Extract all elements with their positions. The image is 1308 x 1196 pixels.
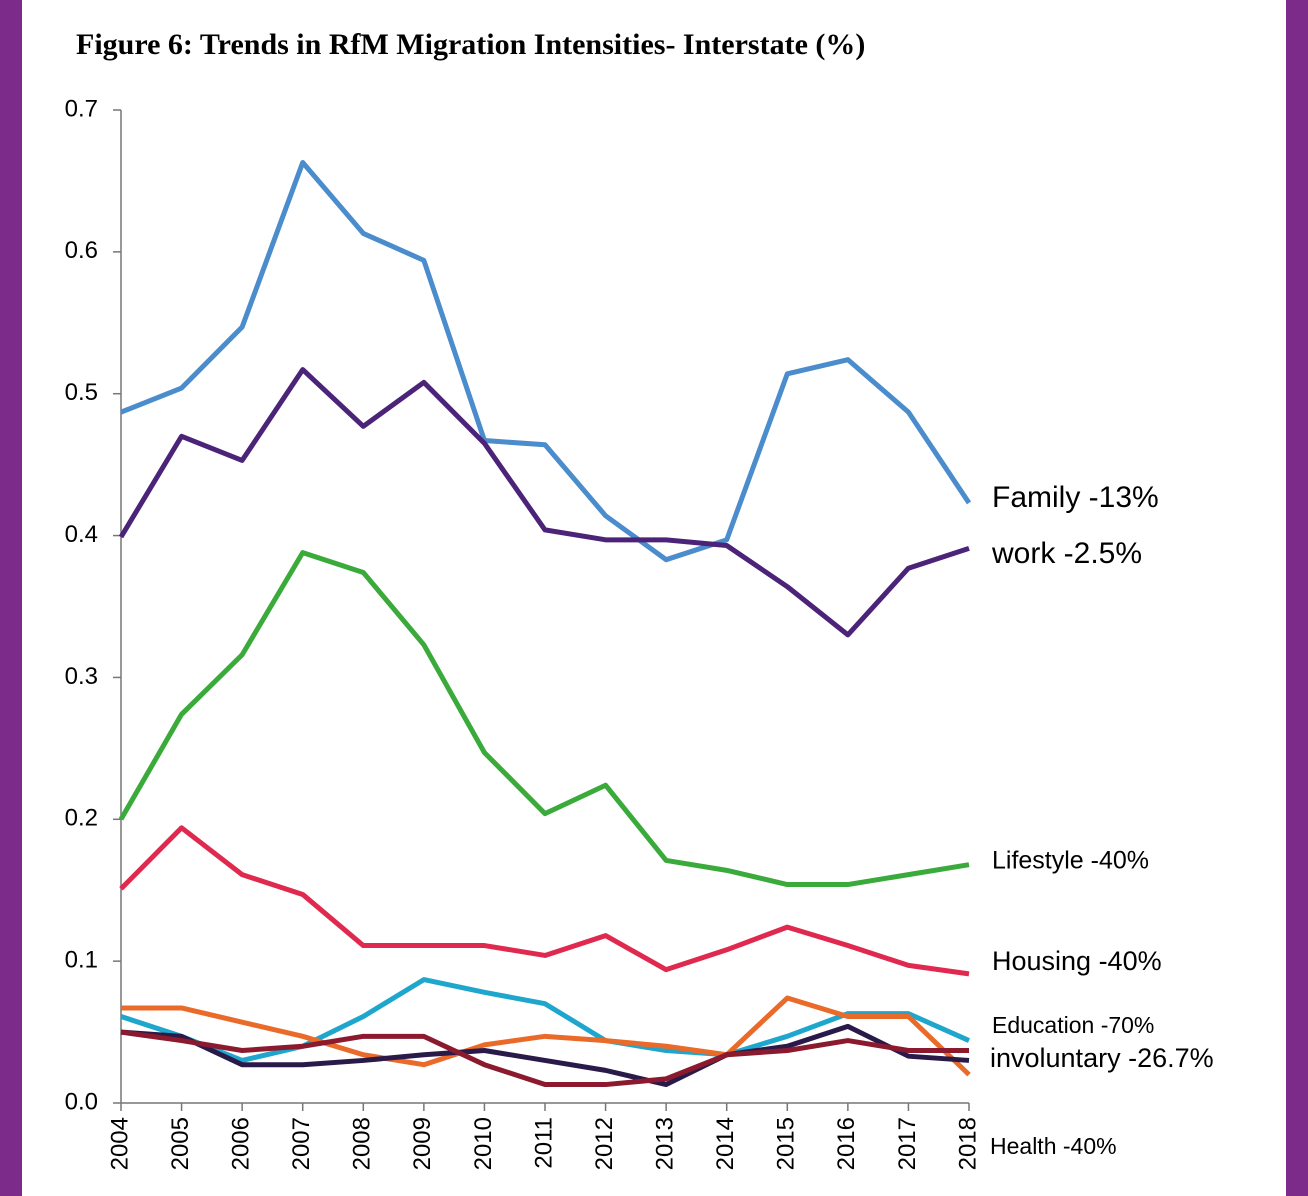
x-tick-label: 2004 [106,1117,133,1170]
y-tick-label: 0.6 [65,237,98,264]
series-line [121,995,971,1077]
x-tick-label: 2010 [470,1117,497,1170]
annotation: involuntary -26.7% [990,1043,1214,1073]
x-tick-label: 2014 [712,1117,739,1170]
x-tick-label: 2017 [894,1117,921,1170]
x-tick-label: 2011 [530,1117,557,1169]
x-tick-label: 2015 [773,1117,800,1170]
series-line [120,977,971,1063]
x-tick-label: 2018 [954,1117,981,1170]
y-tick-label: 0.5 [65,379,98,406]
annotation: Housing -40% [992,946,1162,976]
y-tick-label: 0.7 [65,95,98,122]
x-tick-label: 2016 [833,1117,860,1170]
y-tick-label: 0.2 [65,805,98,832]
plot-background [22,0,1286,1196]
series-line [118,367,970,638]
annotation: Health -40% [990,1133,1117,1159]
y-tick-label: 0.4 [65,521,98,548]
series-line [120,159,972,563]
y-tick-label: 0.3 [65,663,98,690]
series-line [120,1029,969,1088]
x-tick-label: 2006 [227,1117,254,1170]
x-tick-label: 2013 [651,1117,678,1170]
x-tick-label: 2008 [349,1117,376,1170]
y-tick-label: 0.1 [65,946,98,973]
annotation: Lifestyle -40% [992,847,1149,875]
series-line [119,825,970,977]
annotation: Education -70% [992,1012,1154,1038]
x-tick-label: 2007 [288,1117,315,1170]
x-tick-label: 2012 [591,1117,618,1170]
annotation: work -2.5% [991,537,1142,570]
annotation: Family -13% [992,481,1159,514]
x-tick-label: 2005 [167,1117,194,1170]
series-line [120,1023,970,1088]
chart-title: Figure 6: Trends in RfM Migration Intens… [76,28,865,61]
series-line [118,550,970,888]
y-tick-label: 0.0 [65,1088,98,1115]
x-tick-label: 2009 [409,1117,436,1170]
